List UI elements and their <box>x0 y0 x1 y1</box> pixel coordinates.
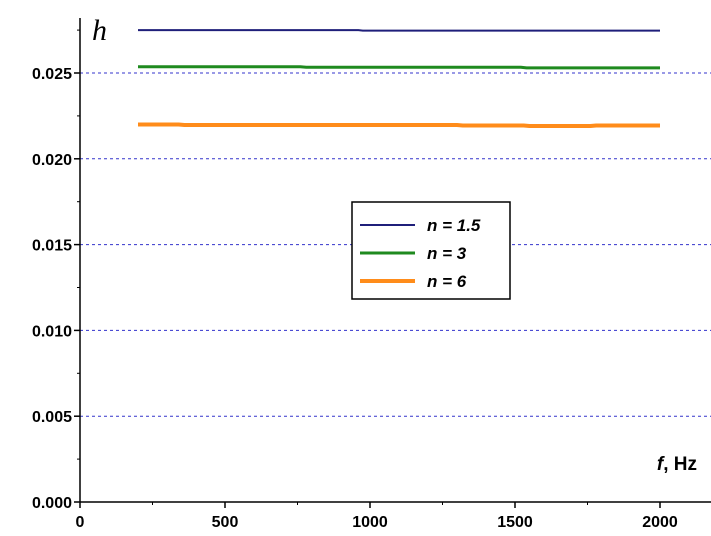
x-axis-unit: , Hz <box>663 454 697 475</box>
x-tick-label: 2000 <box>642 514 678 531</box>
y-tick-label: 0.010 <box>32 323 72 340</box>
legend-label: n = 3 <box>427 244 467 263</box>
y-tick-label: 0.020 <box>32 152 72 169</box>
y-tick-label: 0.000 <box>32 495 72 512</box>
tick-labels: 0.000 0.005 0.010 0.015 0.020 0.025 0 500 1000 15… <box>32 66 678 531</box>
axes <box>74 18 711 508</box>
series-line-1 <box>138 29 660 32</box>
legend-label: n = 6 <box>427 272 467 291</box>
x-tick-label: 1000 <box>352 514 388 531</box>
x-tick-label: 0 <box>76 514 85 531</box>
y-tick-label: 0.015 <box>32 238 72 255</box>
series-lines <box>138 29 660 128</box>
series-line-3 <box>138 122 660 128</box>
y-tick-label: 0.025 <box>32 66 72 83</box>
series-line-2 <box>138 65 660 70</box>
x-tick-label: 1500 <box>497 514 533 531</box>
x-axis-variable: f <box>657 454 665 475</box>
y-tick-label: 0.005 <box>32 409 72 426</box>
x-tick-label: 500 <box>212 514 239 531</box>
y-axis-title: h <box>92 14 107 47</box>
legend: n = 1.5 n = 3 n = 6 <box>351 201 511 300</box>
legend-label: n = 1.5 <box>427 216 481 235</box>
x-axis-title: f, Hz <box>657 454 697 475</box>
